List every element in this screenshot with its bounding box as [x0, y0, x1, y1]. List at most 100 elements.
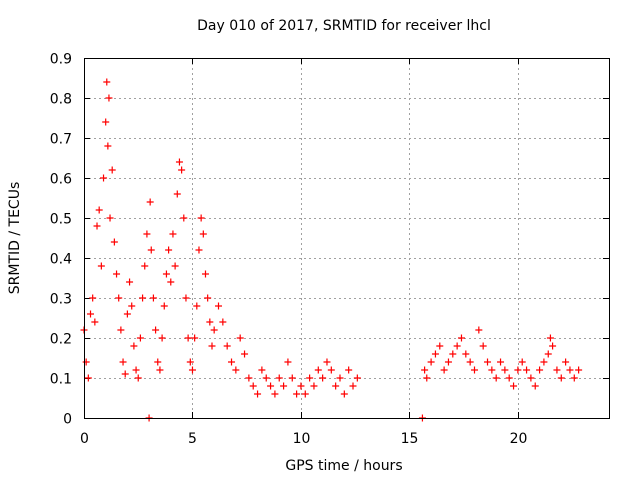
data-point: [536, 366, 544, 374]
axis-ticks: 0 0.1 0.2 0.3 0.4 0.5 0.6 0.7 0.8 0.9 0 5 10 15 20: [50, 52, 609, 447]
data-point: [87, 310, 95, 318]
data-point: [191, 334, 199, 342]
data-point: [119, 358, 127, 366]
data-point: [293, 390, 301, 398]
data-point: [475, 326, 483, 334]
y-tick-label: 0.3: [50, 292, 72, 308]
data-point: [188, 366, 196, 374]
data-point: [544, 350, 552, 358]
data-point: [262, 374, 270, 382]
data-point: [169, 230, 177, 238]
data-point: [562, 358, 570, 366]
data-point: [167, 278, 175, 286]
data-point: [546, 334, 554, 342]
data-point: [557, 374, 565, 382]
data-point: [575, 366, 583, 374]
data-point: [423, 374, 431, 382]
data-point: [126, 278, 134, 286]
grid: [84, 58, 609, 418]
data-point: [340, 390, 348, 398]
data-point: [267, 382, 275, 390]
data-point: [271, 390, 279, 398]
data-point: [497, 358, 505, 366]
data-point: [110, 238, 118, 246]
data-point: [156, 366, 164, 374]
data-point: [319, 374, 327, 382]
data-point: [549, 342, 557, 350]
data-point: [523, 366, 531, 374]
data-point: [323, 358, 331, 366]
data-point: [457, 334, 465, 342]
data-point: [152, 326, 160, 334]
y-tick-label: 0.7: [50, 132, 72, 148]
data-point: [223, 342, 231, 350]
chart-title: Day 010 of 2017, SRMTID for receiver lhc…: [197, 18, 491, 34]
data-point: [121, 370, 129, 378]
data-point: [89, 294, 97, 302]
data-point: [336, 374, 344, 382]
data-point: [470, 366, 478, 374]
data-point: [479, 342, 487, 350]
data-points: [80, 78, 583, 422]
data-point: [141, 262, 149, 270]
data-point: [104, 142, 112, 150]
data-point: [228, 358, 236, 366]
data-point: [440, 366, 448, 374]
data-point: [275, 374, 283, 382]
data-point: [208, 342, 216, 350]
data-point: [146, 198, 154, 206]
data-point: [160, 302, 168, 310]
data-point: [171, 262, 179, 270]
data-point: [258, 366, 266, 374]
data-point: [301, 390, 309, 398]
data-point: [178, 166, 186, 174]
data-point: [154, 358, 162, 366]
data-point: [453, 342, 461, 350]
data-point: [297, 382, 305, 390]
data-point: [219, 318, 227, 326]
data-point: [436, 342, 444, 350]
x-tick-label: 5: [188, 431, 197, 447]
data-point: [245, 374, 253, 382]
data-point: [97, 262, 105, 270]
y-tick-label: 0.8: [50, 92, 72, 108]
data-point: [466, 358, 474, 366]
data-point: [93, 222, 101, 230]
data-point: [553, 366, 561, 374]
data-point: [193, 302, 201, 310]
data-point: [173, 190, 181, 198]
data-point: [510, 382, 518, 390]
data-point: [488, 366, 496, 374]
data-point: [184, 334, 192, 342]
data-point: [182, 294, 190, 302]
data-point: [540, 358, 548, 366]
data-point: [492, 374, 500, 382]
data-point: [136, 334, 144, 342]
y-tick-label: 0.4: [50, 252, 72, 268]
data-point: [421, 366, 429, 374]
y-tick-label: 0.1: [50, 372, 72, 388]
data-point: [280, 382, 288, 390]
data-point: [175, 158, 183, 166]
data-point: [162, 270, 170, 278]
data-point: [310, 382, 318, 390]
data-point: [306, 374, 314, 382]
data-point: [449, 350, 457, 358]
data-point: [484, 358, 492, 366]
data-point: [444, 358, 452, 366]
data-point: [100, 174, 108, 182]
data-point: [113, 270, 121, 278]
y-tick-label: 0.2: [50, 332, 72, 348]
data-point: [106, 214, 114, 222]
data-point: [232, 366, 240, 374]
data-point: [570, 374, 578, 382]
x-tick-label: 15: [401, 431, 419, 447]
data-point: [102, 118, 110, 126]
data-point: [158, 334, 166, 342]
x-tick-label: 10: [293, 431, 311, 447]
data-point: [84, 374, 92, 382]
data-point: [288, 374, 296, 382]
data-point: [197, 214, 205, 222]
x-axis-label: GPS time / hours: [285, 458, 402, 474]
